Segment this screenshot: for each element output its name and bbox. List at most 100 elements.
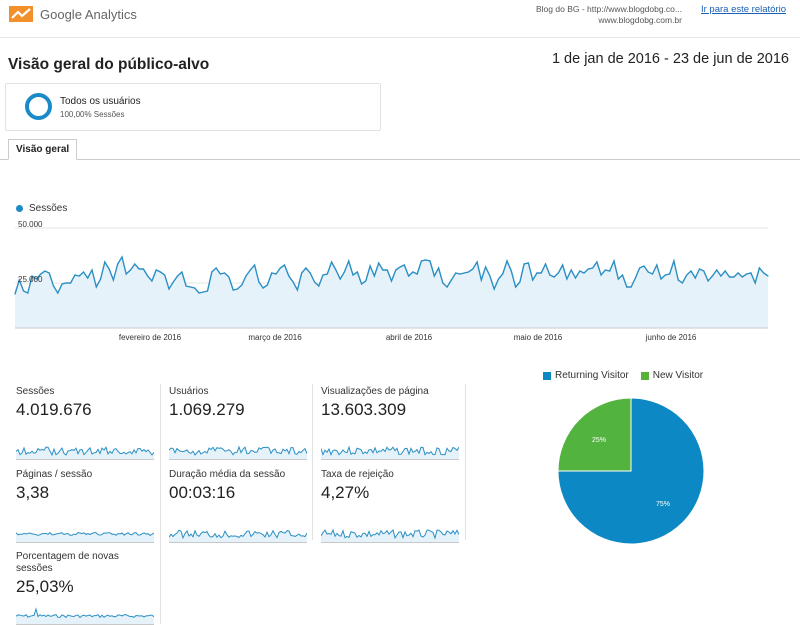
sessions-point (194, 287, 196, 289)
sessions-point (335, 269, 337, 271)
legend-returning-visitor[interactable]: Returning Visitor (543, 370, 629, 381)
date-range-picker[interactable]: 1 de jan de 2016 - 23 de jun de 2016 (551, 51, 789, 67)
sessions-point (322, 274, 324, 276)
sessions-point (262, 287, 264, 289)
sessions-point (142, 268, 144, 270)
metric-sessions[interactable]: Sessões 4.019.676 (16, 386, 156, 460)
sessions-point (463, 272, 465, 274)
sessions-point (95, 286, 97, 288)
sessions-point (429, 260, 431, 262)
metric-bounce-rate[interactable]: Taxa de rejeição 4,27% (321, 469, 461, 543)
pages-per-session-sparkline (16, 531, 154, 543)
sessions-point (540, 272, 542, 274)
sessions-point (224, 272, 226, 274)
sessions-point (271, 272, 273, 274)
sessions-point (455, 272, 457, 274)
metric-users[interactable]: Usuários 1.069.279 (169, 386, 309, 460)
pie-slice-new-visitor[interactable] (557, 397, 632, 472)
sessions-point (527, 262, 530, 264)
sessions-point (459, 273, 461, 275)
sessions-point (296, 289, 298, 291)
google-analytics-logo[interactable]: Google Analytics (8, 5, 137, 23)
metric-label: Taxa de rejeição (321, 469, 394, 480)
sessions-point (497, 278, 500, 280)
sessions-point (279, 267, 281, 269)
sessions-point (283, 264, 286, 266)
metric-avg-session-duration[interactable]: Duração média da sessão 00:03:16 (169, 469, 309, 543)
sessions-point (694, 277, 696, 279)
sessions-line-chart[interactable]: 50.000 25.000 fevereiro de 2016 março de… (14, 218, 769, 348)
sessions-point (480, 279, 482, 281)
metric-pages-per-session[interactable]: Páginas / sessão 3,38 (16, 469, 156, 543)
sessions-point (326, 273, 328, 275)
pie-legend: Returning Visitor New Visitor (543, 370, 703, 381)
sparkline-area (169, 530, 307, 543)
sessions-point (647, 271, 649, 273)
sessions-point (48, 272, 50, 274)
sessions-point (604, 269, 607, 271)
sessions-point (91, 269, 93, 271)
legend-new-visitor[interactable]: New Visitor (640, 370, 704, 381)
sessions-point (189, 286, 191, 288)
sessions-point (467, 271, 470, 273)
legend-label: New Visitor (652, 370, 704, 381)
sessions-point (369, 265, 371, 267)
sessions-point (266, 284, 268, 286)
sessions-point (592, 267, 594, 269)
tab-overview[interactable]: Visão geral (8, 139, 78, 160)
sessions-point (378, 262, 380, 264)
sessions-point (476, 261, 478, 263)
x-tick-label: maio de 2016 (514, 333, 563, 342)
pie-data-label: 25% (592, 437, 606, 444)
metric-new-sessions-pct[interactable]: Porcentagem de novas sessões 25,03% (16, 551, 156, 625)
sessions-point (613, 260, 615, 262)
sessions-point (232, 289, 234, 291)
sessions-point (155, 269, 157, 271)
sessions-point (767, 275, 769, 277)
sessions-point (519, 281, 521, 283)
sessions-point (185, 285, 187, 287)
sessions-point (733, 276, 735, 278)
sessions-point (313, 281, 316, 283)
sessions-point (596, 261, 598, 263)
segment-subtitle: 100,00% Sessões (60, 110, 125, 119)
sessions-point (18, 279, 20, 281)
sessions-point (758, 267, 761, 269)
sessions-point (442, 282, 444, 284)
sessions-point (446, 286, 448, 288)
sessions-point (754, 282, 756, 284)
sessions-point (215, 267, 217, 269)
sparkline-area (321, 530, 459, 543)
sessions-point (489, 275, 491, 277)
new-sessions-sparkline (16, 607, 154, 625)
visitor-type-pie-chart[interactable]: 75% 25% (556, 396, 706, 546)
sessions-point (361, 283, 363, 285)
segment-ring-icon (25, 93, 52, 120)
sessions-point (621, 274, 624, 276)
sessions-legend-dot (16, 205, 23, 212)
sessions-point (70, 282, 72, 284)
sparkline-line (16, 607, 154, 619)
sessions-point (339, 278, 341, 280)
sessions-point (382, 269, 384, 271)
sessions-point (104, 261, 106, 263)
go-to-report-link[interactable]: Ir para este relatório (700, 4, 786, 15)
sessions-point (78, 275, 80, 277)
sessions-point (74, 274, 76, 276)
sessions-point (211, 271, 213, 273)
metric-pageviews[interactable]: Visualizações de página 13.603.309 (321, 386, 461, 460)
sessions-point (617, 278, 619, 280)
metric-value: 00:03:16 (169, 483, 236, 502)
sessions-point (510, 270, 512, 272)
sessions-points (14, 256, 769, 295)
sessions-point (600, 274, 602, 276)
sessions-point (331, 261, 333, 263)
sessions-point (117, 263, 119, 265)
sessions-point (177, 275, 179, 277)
sessions-point (425, 259, 427, 261)
segment-card[interactable]: Todos os usuários 100,00% Sessões (5, 83, 381, 131)
sessions-point (515, 286, 517, 288)
sparkline-line (169, 529, 307, 540)
pie-slice-returning-visitor[interactable] (557, 397, 705, 545)
sessions-point (236, 288, 239, 290)
